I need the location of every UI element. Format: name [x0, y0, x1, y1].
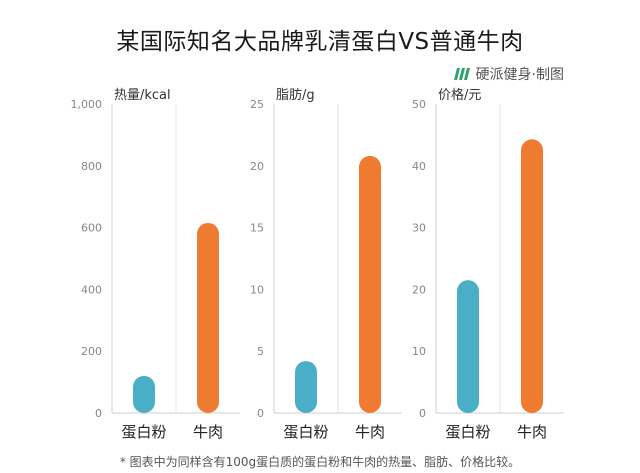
- bar-protein-powder: [457, 280, 479, 413]
- brand-credit: 硬派健身·制图: [453, 64, 564, 84]
- x-category-label: 蛋白粉: [445, 423, 490, 441]
- y-tick-label: 600: [81, 222, 102, 235]
- y-tick-label: 20: [250, 160, 264, 173]
- y-axis-label: 价格/元: [438, 87, 481, 103]
- brand-logo-icon: [453, 68, 470, 80]
- y-tick-label: 25: [250, 98, 264, 111]
- bar-beef: [359, 155, 381, 414]
- y-tick-label: 20: [412, 283, 426, 296]
- brand-text: 硬派健身·制图: [475, 67, 564, 83]
- footnote: * 图表中为同样含有100g蛋白质的蛋白粉和牛肉的热量、脂肪、价格比较。: [119, 455, 521, 469]
- y-tick-label: 15: [250, 222, 264, 235]
- y-tick-label: 10: [250, 283, 264, 296]
- bar-beef: [197, 222, 219, 413]
- y-axis-label: 热量/kcal: [114, 88, 171, 103]
- y-tick-label: 800: [81, 160, 102, 173]
- y-tick-label: 400: [81, 283, 102, 296]
- x-category-label: 牛肉: [355, 423, 385, 441]
- chart-title: 某国际知名大品牌乳清蛋白VS普通牛肉: [116, 29, 524, 55]
- x-category-label: 蛋白粉: [283, 423, 328, 441]
- x-category-label: 牛肉: [517, 423, 547, 441]
- y-tick-label: 40: [412, 160, 426, 173]
- y-axis-label: 脂肪/g: [276, 87, 315, 103]
- y-tick-label: 30: [412, 222, 426, 235]
- y-tick-label: 10: [412, 345, 426, 358]
- y-tick-label: 0: [257, 407, 264, 420]
- x-category-label: 牛肉: [193, 423, 223, 441]
- x-category-label: 蛋白粉: [121, 423, 166, 441]
- bar-beef: [521, 139, 543, 413]
- y-tick-label: 1,000: [71, 98, 103, 111]
- y-tick-label: 0: [95, 407, 102, 420]
- y-tick-label: 50: [412, 98, 426, 111]
- bar-protein-powder: [295, 361, 317, 413]
- y-tick-label: 0: [419, 407, 426, 420]
- bar-protein-powder: [133, 375, 155, 413]
- y-tick-label: 200: [81, 345, 102, 358]
- y-tick-label: 5: [257, 345, 264, 358]
